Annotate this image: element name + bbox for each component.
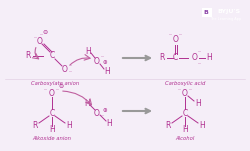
Text: H: H [66, 122, 72, 130]
Text: ⊕: ⊕ [103, 61, 107, 66]
Text: H: H [195, 100, 201, 109]
Text: ⊖: ⊖ [58, 85, 64, 90]
Text: H: H [182, 125, 188, 135]
Text: ⊕: ⊕ [103, 108, 107, 112]
Text: O: O [182, 88, 188, 98]
Text: ··: ·· [43, 87, 47, 93]
Text: R: R [25, 51, 31, 61]
Text: ··: ·· [100, 55, 104, 59]
Text: O: O [173, 35, 179, 45]
Text: ··: ·· [168, 32, 172, 37]
Text: ··: ·· [177, 87, 181, 93]
Text: B: B [204, 10, 208, 15]
Text: ··: ·· [197, 50, 201, 55]
Text: R: R [32, 122, 38, 130]
Text: O: O [192, 53, 198, 63]
Text: O: O [94, 56, 100, 66]
Text: H: H [84, 98, 90, 108]
Text: The Learning App: The Learning App [210, 17, 241, 21]
Text: H: H [104, 67, 110, 77]
Text: H: H [85, 47, 91, 56]
Text: ··: ·· [100, 114, 104, 119]
Text: Alcohol: Alcohol [175, 137, 195, 141]
Text: H: H [106, 119, 112, 129]
Text: H: H [199, 122, 205, 130]
Text: H: H [206, 53, 212, 63]
Text: ··: ·· [68, 64, 72, 69]
Text: Carboxylate anion: Carboxylate anion [31, 82, 79, 87]
Text: ··: ·· [39, 32, 43, 37]
Text: C: C [50, 109, 54, 117]
Bar [202, 8, 212, 17]
Text: C: C [182, 109, 188, 117]
Text: ··: ·· [178, 32, 182, 37]
Text: C: C [172, 53, 178, 63]
Text: ··: ·· [188, 87, 192, 93]
Text: R: R [165, 122, 171, 130]
Text: ··: ·· [197, 61, 201, 66]
Text: O: O [37, 37, 43, 45]
Text: ⊖: ⊖ [42, 31, 48, 35]
Text: O: O [62, 64, 68, 74]
Text: C: C [50, 51, 54, 61]
Text: Alkoxide anion: Alkoxide anion [32, 137, 72, 141]
Text: H: H [49, 125, 55, 135]
Text: ··: ·· [68, 69, 72, 74]
Text: O: O [49, 88, 55, 98]
Text: Carboxylic acid: Carboxylic acid [165, 82, 205, 87]
Text: ··: ·· [55, 87, 59, 93]
Text: ··: ·· [33, 35, 37, 40]
Text: R: R [159, 53, 165, 63]
Text: O: O [94, 109, 100, 117]
Text: BYJU'S: BYJU'S [217, 9, 240, 14]
